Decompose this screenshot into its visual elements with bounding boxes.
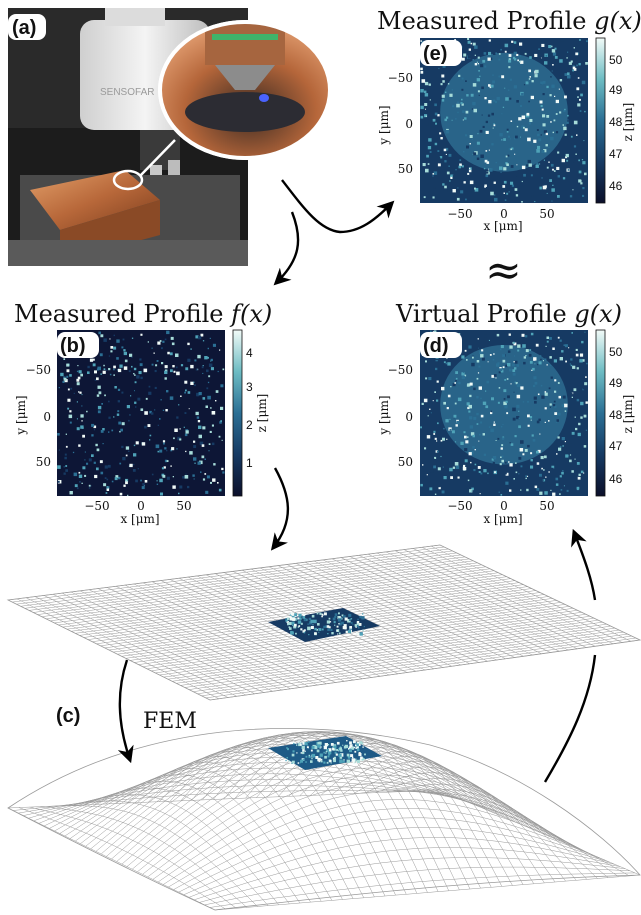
zlabel-d: z [μm] <box>621 395 635 434</box>
panel-d-title: Virtual Profile g(x) <box>395 300 622 328</box>
heatmap-panel-d: Virtual Profile g(x) (d) −50 0 50 −50 0 … <box>377 300 635 526</box>
cbtick-e-1: 49 <box>609 83 623 97</box>
panel-e-title: Measured Profile g(x) <box>377 7 641 35</box>
colorbar-d <box>595 329 606 497</box>
xtick-d-2: 50 <box>539 499 554 513</box>
xtick-e-1: 0 <box>500 207 508 221</box>
ylabel-d: y [μm] <box>377 395 391 435</box>
xtick-b-1: 0 <box>137 499 145 513</box>
panel-label-c: (c) <box>56 705 80 727</box>
cbtick-b-2: 2 <box>246 418 253 432</box>
xtick-b-0: −50 <box>84 499 109 513</box>
ylabel-b: y [μm] <box>14 395 28 435</box>
flat-mesh <box>6 544 641 701</box>
deformed-mesh <box>7 728 641 911</box>
zlabel-b: z [μm] <box>255 394 269 433</box>
xlabel-b: x [μm] <box>120 512 159 526</box>
sample-highlight-ring <box>112 169 144 191</box>
arrow-dome-up-left <box>543 654 597 783</box>
xtick-e-2: 50 <box>539 207 554 221</box>
ytick-e-2: 50 <box>398 162 413 176</box>
svg-text:(a): (a) <box>12 17 36 39</box>
cbtick-b-3: 1 <box>246 456 253 470</box>
panel-b-title: Measured Profile f(x) <box>14 300 272 328</box>
flow-arrows <box>117 179 597 783</box>
cbtick-d-3: 47 <box>609 439 623 453</box>
approx-symbol: ≈ <box>485 245 522 296</box>
svg-text:(c): (c) <box>56 705 80 727</box>
panel-label-b: (b) <box>57 332 99 358</box>
xtick-b-2: 50 <box>176 499 191 513</box>
fem-label: FEM <box>143 709 197 734</box>
cbtick-d-0: 50 <box>609 345 623 359</box>
arrow-b-to-mesh <box>270 467 290 551</box>
xlabel-d: x [μm] <box>483 512 522 526</box>
cbtick-d-2: 48 <box>609 408 623 422</box>
ytick-b-2: 50 <box>36 455 51 469</box>
ytick-e-1: 0 <box>405 117 413 131</box>
xtick-d-1: 0 <box>500 499 508 513</box>
arrow-mesh-fem <box>117 659 134 764</box>
panel-label-d: (d) <box>420 332 462 358</box>
colorbar-b <box>232 329 243 497</box>
svg-text:(e): (e) <box>423 43 447 65</box>
cbtick-e-0: 50 <box>609 53 623 67</box>
xtick-d-0: −50 <box>447 499 472 513</box>
svg-text:(d): (d) <box>423 335 449 357</box>
arrow-a-to-e <box>281 179 395 234</box>
xtick-e-0: −50 <box>447 207 472 221</box>
ytick-b-0: −50 <box>26 363 51 377</box>
zoom-inset <box>158 20 332 160</box>
ytick-e-0: −50 <box>388 71 413 85</box>
cbtick-e-4: 46 <box>609 179 623 193</box>
svg-text:(b): (b) <box>60 335 86 357</box>
ytick-d-2: 50 <box>398 455 413 469</box>
ylabel-e: y [μm] <box>377 105 391 145</box>
cbtick-d-1: 49 <box>609 376 623 390</box>
arrow-up-to-d <box>571 528 597 601</box>
panel-label-e: (e) <box>420 40 462 66</box>
cbtick-d-4: 46 <box>609 472 623 486</box>
zlabel-e: z [μm] <box>621 103 635 142</box>
microscope-brand-text: SENSOFAR <box>100 87 154 98</box>
heatmap-panel-b: Measured Profile f(x) (b) −50 0 50 −50 0… <box>14 300 272 526</box>
cbtick-e-2: 48 <box>609 115 623 129</box>
cbtick-e-3: 47 <box>609 147 623 161</box>
cbtick-b-0: 4 <box>246 346 253 360</box>
xlabel-e: x [μm] <box>483 219 522 233</box>
ytick-d-0: −50 <box>388 363 413 377</box>
heatmap-panel-e: Measured Profile g(x) (e) −50 0 50 −50 0… <box>377 7 641 233</box>
colorbar-e <box>595 37 606 204</box>
arrow-a-to-b <box>273 211 300 286</box>
ytick-b-1: 0 <box>43 410 51 424</box>
ytick-d-1: 0 <box>405 410 413 424</box>
cbtick-b-1: 3 <box>246 380 253 394</box>
panel-label-a: (a) <box>8 14 46 40</box>
